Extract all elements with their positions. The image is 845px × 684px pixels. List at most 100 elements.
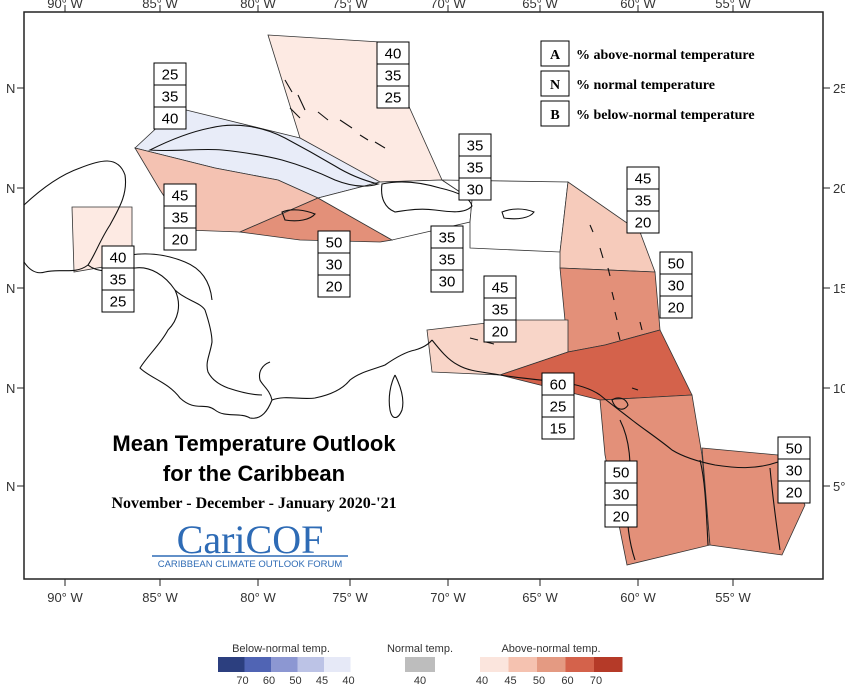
- legend-key-box-a: [540, 40, 570, 67]
- region-jamaica: [238, 197, 394, 243]
- lon-label-bottom-90: 90° W: [47, 590, 83, 605]
- colorbar-swatch-above-2: [537, 657, 566, 672]
- lon-label-top-90: 90° W: [47, 0, 83, 11]
- lat-label-left-10: N: [6, 381, 15, 396]
- prob-value-cuba-b: 40: [162, 111, 179, 128]
- legend-text-below: % below-normal temperature: [576, 108, 755, 123]
- legend-text-normal: % normal temperature: [576, 78, 715, 93]
- prob-value-belize-b: 25: [110, 294, 127, 311]
- prob-value-trinidad-n: 25: [550, 399, 567, 416]
- prob-value-belize-a: 40: [110, 250, 127, 267]
- prob-value-hispaniola-b: 30: [467, 182, 484, 199]
- prob-value-belize-n: 35: [110, 272, 127, 289]
- prob-box-windward-b: [659, 295, 693, 319]
- lon-label-top-65: 65° W: [522, 0, 558, 11]
- colorbar-swatch-below-2: [271, 657, 298, 672]
- prob-value-puerto-rico-b: 30: [439, 274, 456, 291]
- logo-tagline: CARIBBEAN CLIMATE OUTLOOK FORUM: [158, 559, 343, 570]
- colorbar: Below-normal temp. Normal temp. Above-no…: [218, 643, 623, 684]
- coastlines: [23, 79, 806, 561]
- prob-box-bahamas-b: [376, 85, 410, 109]
- colorbar-swatch-above-4: [594, 657, 623, 672]
- colorbar-tick-above-2: 50: [533, 675, 545, 684]
- colorbar-above-title: Above-normal temp.: [501, 643, 600, 655]
- prob-box-suriname-b: [777, 480, 811, 504]
- lon-label-bottom-80: 80° W: [240, 590, 276, 605]
- prob-box-puerto-rico-b: [430, 269, 464, 293]
- prob-value-cuba-a: 25: [162, 67, 179, 84]
- legend-key-box-n: [540, 70, 570, 97]
- lat-label-right-25: 25: [833, 81, 845, 96]
- prob-box-cuba-b: [153, 106, 187, 130]
- prob-value-puerto-rico-a: 35: [439, 230, 456, 247]
- colorbar-tick-below-0: 70: [236, 675, 248, 684]
- prob-value-hispaniola-n: 35: [467, 160, 484, 177]
- prob-value-abc-islands-a: 45: [492, 280, 509, 297]
- lon-label-bottom-85: 85° W: [142, 590, 178, 605]
- probability-boxes: 40 35 25 25 35 40 35 35 30 45 35 20 50 30 20 35 35 30 40 35…: [101, 41, 811, 528]
- prob-value-bahamas-b: 25: [385, 90, 402, 107]
- season-label: November - December - January 2020-'21: [111, 495, 396, 512]
- colorbar-swatch-above-3: [565, 657, 594, 672]
- prob-value-cayman-n: 35: [172, 210, 189, 227]
- prob-value-jamaica-n: 30: [326, 257, 343, 274]
- colorbar-swatch-above-0: [480, 657, 509, 672]
- colorbar-tick-above-1: 45: [504, 675, 516, 684]
- lon-label-bottom-55: 55° W: [715, 590, 751, 605]
- prob-value-leeward-n: 35: [635, 193, 652, 210]
- prob-value-jamaica-a: 50: [326, 235, 343, 252]
- prob-box-belize-b: [101, 289, 135, 313]
- prob-value-trinidad-a: 60: [550, 377, 567, 394]
- colorbar-tick-below-3: 45: [316, 675, 328, 684]
- prob-box-hispaniola-b: [458, 177, 492, 201]
- prob-value-windward-a: 50: [668, 256, 685, 273]
- lon-label-top-70: 70° W: [430, 0, 466, 11]
- prob-value-cayman-b: 20: [172, 232, 189, 249]
- prob-value-cayman-a: 45: [172, 188, 189, 205]
- frame-ticks: [17, 5, 830, 586]
- lat-label-left-20: N: [6, 181, 15, 196]
- map-title-line1: Mean Temperature Outlook: [112, 431, 396, 456]
- lon-label-top-75: 75° W: [332, 0, 368, 11]
- prob-box-abc-islands-b: [483, 319, 517, 343]
- lon-label-top-55: 55° W: [715, 0, 751, 11]
- lat-label-right-20: 20: [833, 181, 845, 196]
- colorbar-tick-below-4: 40: [342, 675, 354, 684]
- colorbar-swatch-below-4: [324, 657, 351, 672]
- prob-box-guyana-b: [604, 504, 638, 528]
- colorbar-tick-above-4: 70: [590, 675, 602, 684]
- prob-box-cayman-b: [163, 227, 197, 251]
- colorbar-swatch-normal-0: [405, 657, 435, 672]
- colorbar-swatch-below-0: [218, 657, 245, 672]
- colorbar-tick-below-2: 50: [289, 675, 301, 684]
- prob-box-trinidad-b: [541, 416, 575, 440]
- lon-label-top-60: 60° W: [620, 0, 656, 11]
- lon-label-bottom-75: 75° W: [332, 590, 368, 605]
- legend-key-b: B: [550, 108, 559, 123]
- prob-value-suriname-n: 30: [786, 463, 803, 480]
- prob-box-jamaica-b: [317, 274, 351, 298]
- prob-value-trinidad-b: 15: [550, 421, 567, 438]
- lat-label-left-5: N: [6, 479, 15, 494]
- prob-value-bahamas-n: 35: [385, 68, 402, 85]
- prob-value-windward-n: 30: [668, 278, 685, 295]
- colorbar-tick-normal-0: 40: [414, 675, 426, 684]
- prob-value-guyana-a: 50: [613, 465, 630, 482]
- lon-label-top-80: 80° W: [240, 0, 276, 11]
- colorbar-swatch-below-1: [244, 657, 271, 672]
- prob-value-suriname-a: 50: [786, 441, 803, 458]
- prob-value-jamaica-b: 20: [326, 279, 343, 296]
- prob-value-hispaniola-a: 35: [467, 138, 484, 155]
- lat-label-right-10: 10: [833, 381, 845, 396]
- title-block: Mean Temperature Outlook for the Caribbe…: [111, 431, 396, 512]
- lon-axis-labels: 90° W 85° W 80° W 75° W 70° W 65° W 60° …: [47, 0, 751, 605]
- lat-label-left-15: N: [6, 281, 15, 296]
- colorbar-swatch-above-1: [508, 657, 537, 672]
- lat-label-right-5: 5°: [833, 479, 845, 494]
- prob-value-guyana-b: 20: [613, 509, 630, 526]
- prob-value-bahamas-a: 40: [385, 46, 402, 63]
- prob-value-abc-islands-b: 20: [492, 324, 509, 341]
- colorbar-below-title: Below-normal temp.: [232, 643, 330, 655]
- lat-label-left-25: N: [6, 81, 15, 96]
